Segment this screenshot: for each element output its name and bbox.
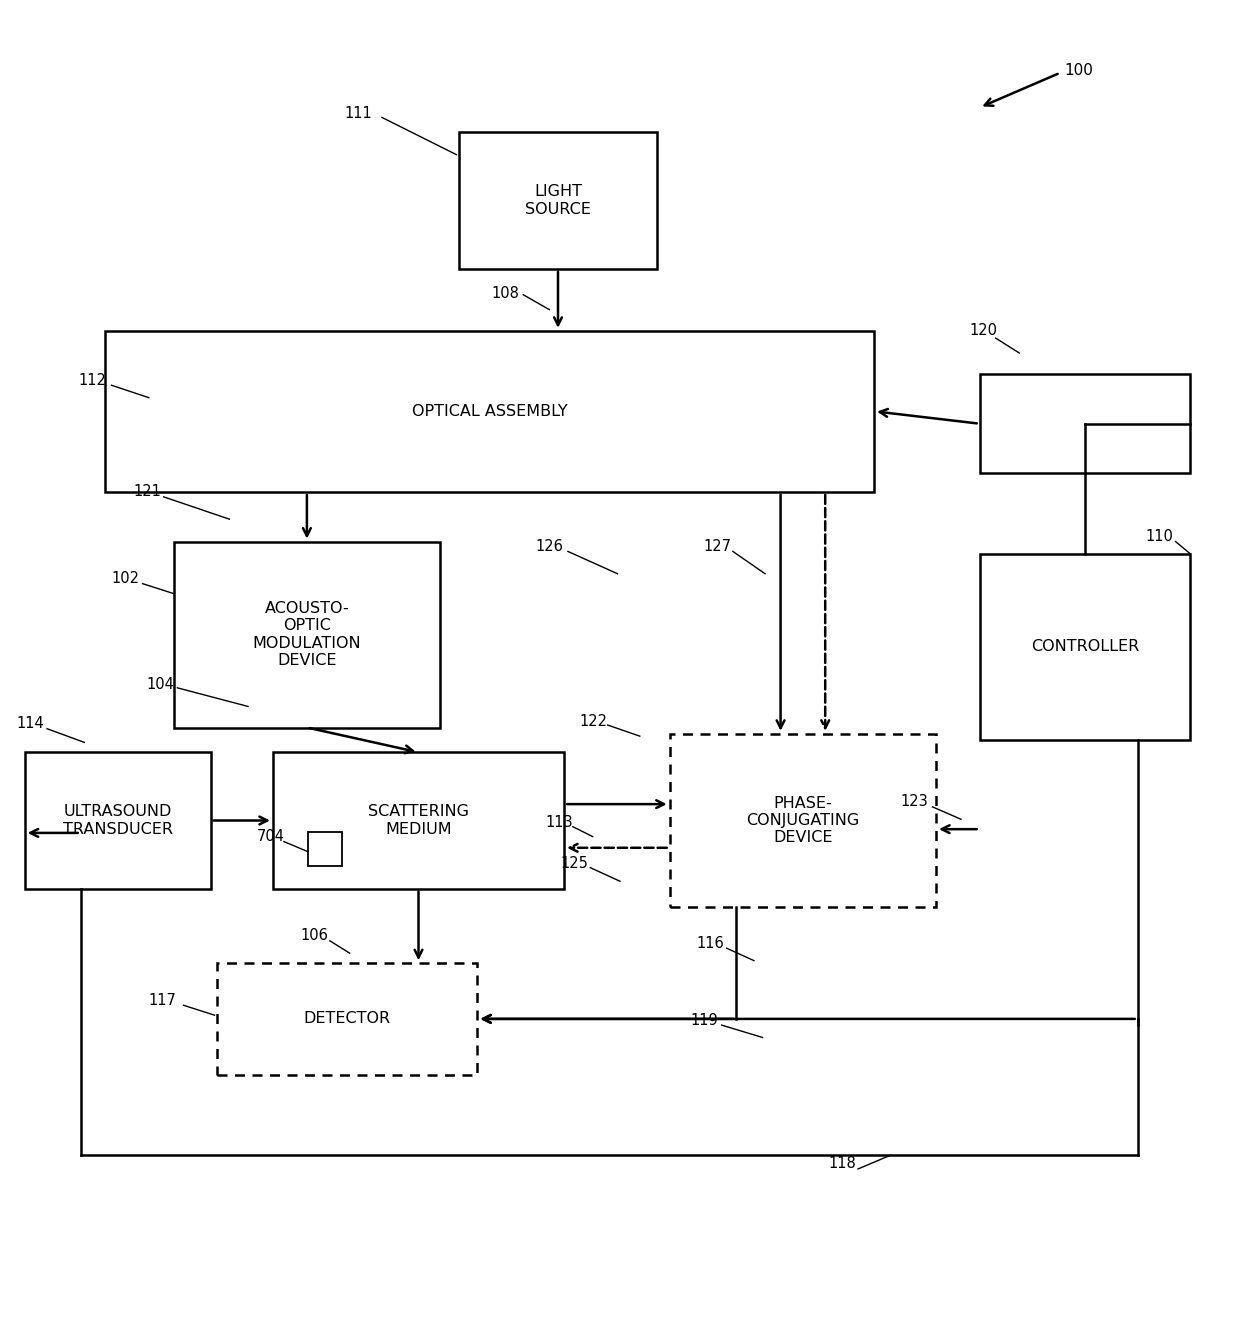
Bar [273, 752, 564, 889]
Text: 114: 114 [16, 716, 43, 731]
Bar [217, 964, 477, 1074]
Text: 121: 121 [134, 484, 161, 499]
Text: 118: 118 [828, 1157, 856, 1171]
Text: 108: 108 [491, 286, 518, 301]
Text: ACOUSTO-
OPTIC
MODULATION
DEVICE: ACOUSTO- OPTIC MODULATION DEVICE [253, 600, 361, 668]
Text: CONTROLLER: CONTROLLER [1030, 639, 1140, 655]
Text: SCATTERING
MEDIUM: SCATTERING MEDIUM [368, 804, 469, 837]
Bar [105, 330, 874, 492]
Text: ULTRASOUND
TRANSDUCER: ULTRASOUND TRANSDUCER [63, 804, 172, 837]
Text: DETECTOR: DETECTOR [304, 1012, 391, 1026]
Text: 119: 119 [691, 1013, 718, 1028]
Text: 117: 117 [149, 993, 176, 1008]
Text: 112: 112 [78, 373, 105, 387]
Bar [980, 554, 1190, 740]
Bar [459, 132, 657, 269]
Text: 125: 125 [560, 856, 588, 872]
Text: 106: 106 [300, 928, 327, 944]
Text: 123: 123 [900, 795, 928, 809]
Text: 704: 704 [257, 829, 285, 844]
Text: PHASE-
CONJUGATING
DEVICE: PHASE- CONJUGATING DEVICE [746, 796, 859, 845]
Bar [980, 374, 1190, 474]
Text: 111: 111 [345, 106, 372, 121]
Bar [25, 752, 211, 889]
Text: 113: 113 [546, 816, 573, 831]
Bar [308, 832, 342, 866]
Text: 126: 126 [536, 539, 563, 554]
Text: OPTICAL ASSEMBLY: OPTICAL ASSEMBLY [412, 403, 568, 419]
Text: 127: 127 [703, 539, 732, 554]
Text: LIGHT
SOURCE: LIGHT SOURCE [525, 184, 591, 217]
Bar [670, 733, 936, 908]
Text: 116: 116 [697, 936, 724, 950]
Text: 122: 122 [579, 713, 608, 729]
Text: 110: 110 [1146, 528, 1173, 544]
Bar [174, 542, 440, 728]
Text: 102: 102 [112, 571, 140, 586]
Text: 100: 100 [1064, 63, 1092, 77]
Text: 104: 104 [146, 676, 174, 692]
Text: 120: 120 [970, 323, 998, 338]
